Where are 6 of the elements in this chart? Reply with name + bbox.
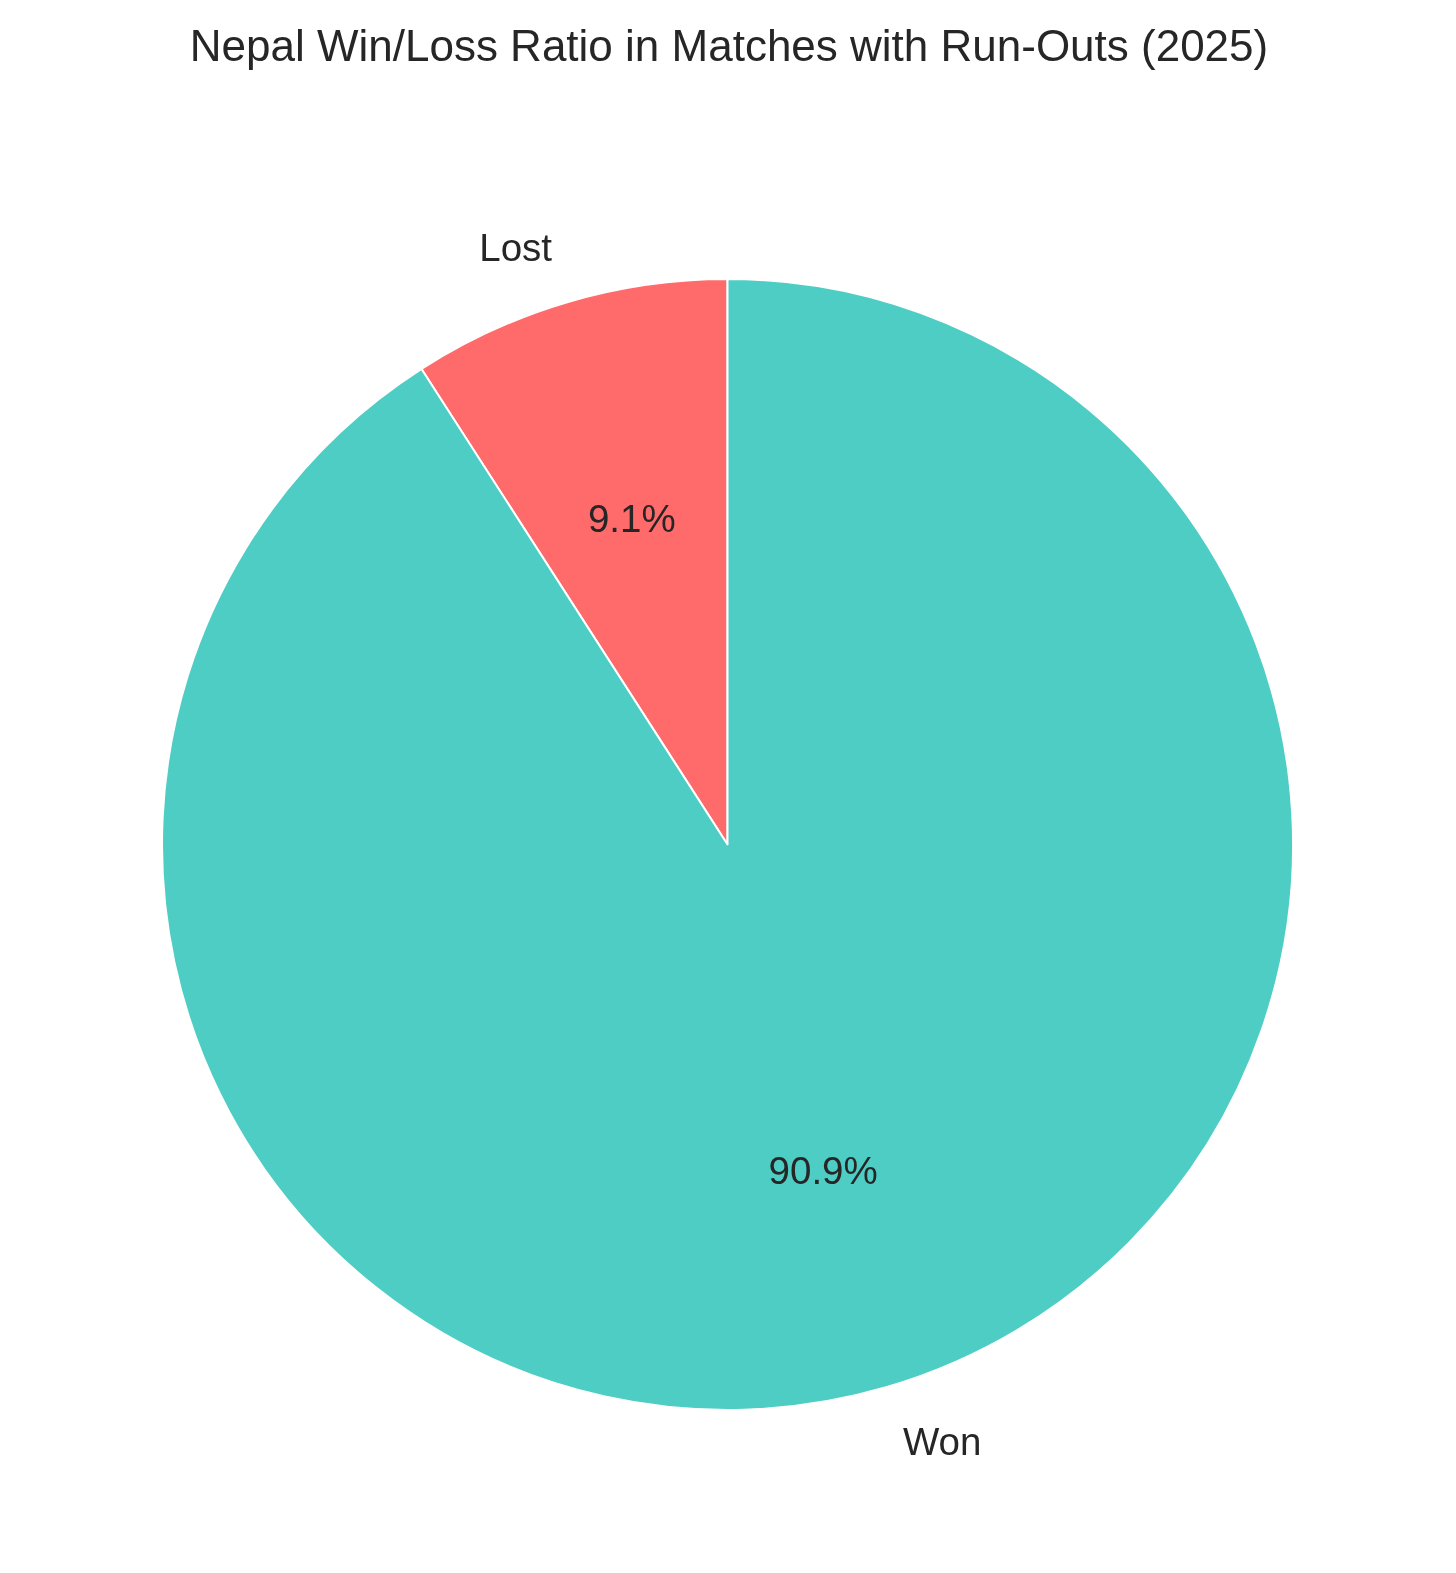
slice-label: Lost [479, 226, 553, 270]
data-label: 9.1% [587, 497, 676, 541]
data-label: 90.9% [768, 1148, 878, 1192]
chart-title: Nepal Win/Loss Ratio in Matches with Run-Outs (2025) [189, 20, 1269, 70]
pie-slice [161, 278, 1294, 1411]
slice-label: Won [902, 1419, 982, 1463]
